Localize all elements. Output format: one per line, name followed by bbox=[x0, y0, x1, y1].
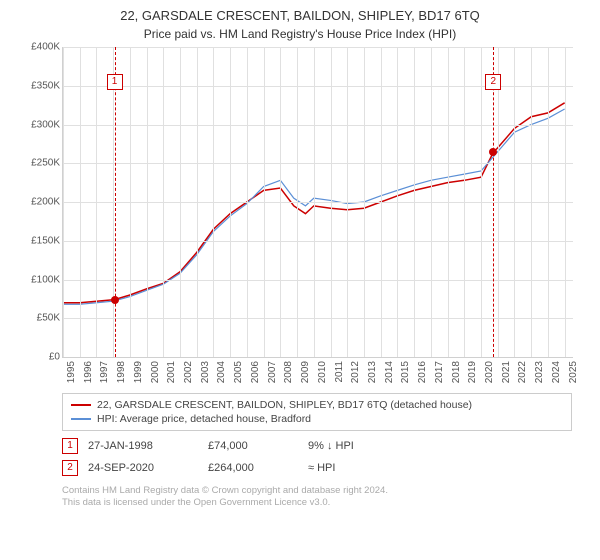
y-axis-tick: £0 bbox=[20, 352, 60, 363]
legend-swatch bbox=[71, 418, 91, 420]
marker-label: 2 bbox=[485, 74, 501, 90]
legend-swatch bbox=[71, 404, 91, 406]
transaction-marker: 2 bbox=[62, 460, 78, 476]
x-axis-tick: 2001 bbox=[166, 361, 177, 383]
marker-dot bbox=[489, 148, 497, 156]
x-axis-tick: 2017 bbox=[434, 361, 445, 383]
x-axis-tick: 2014 bbox=[384, 361, 395, 383]
chart-subtitle: Price paid vs. HM Land Registry's House … bbox=[0, 23, 600, 47]
footer-attribution: Contains HM Land Registry data © Crown c… bbox=[62, 485, 572, 510]
y-axis-tick: £350K bbox=[20, 80, 60, 91]
x-axis-tick: 2025 bbox=[568, 361, 579, 383]
marker-dot bbox=[111, 296, 119, 304]
legend-label: 22, GARSDALE CRESCENT, BAILDON, SHIPLEY,… bbox=[97, 399, 472, 411]
chart-area: 12 £0£50K£100K£150K£200K£250K£300K£350K£… bbox=[20, 47, 580, 387]
marker-label: 1 bbox=[107, 74, 123, 90]
x-axis-tick: 2020 bbox=[484, 361, 495, 383]
x-axis-tick: 2023 bbox=[534, 361, 545, 383]
footer-line: Contains HM Land Registry data © Crown c… bbox=[62, 485, 572, 497]
x-axis-tick: 2021 bbox=[501, 361, 512, 383]
x-axis-tick: 2002 bbox=[183, 361, 194, 383]
x-axis-tick: 2003 bbox=[200, 361, 211, 383]
x-axis-tick: 2022 bbox=[517, 361, 528, 383]
x-axis-tick: 2018 bbox=[451, 361, 462, 383]
legend-label: HPI: Average price, detached house, Brad… bbox=[97, 413, 311, 425]
x-axis-tick: 2011 bbox=[334, 361, 345, 383]
transaction-marker: 1 bbox=[62, 438, 78, 454]
transaction-date: 27-JAN-1998 bbox=[88, 440, 198, 452]
x-axis-tick: 1997 bbox=[99, 361, 110, 383]
x-axis-tick: 2006 bbox=[250, 361, 261, 383]
y-axis-tick: £250K bbox=[20, 158, 60, 169]
x-axis-tick: 2004 bbox=[216, 361, 227, 383]
chart-title: 22, GARSDALE CRESCENT, BAILDON, SHIPLEY,… bbox=[0, 0, 600, 23]
x-axis-tick: 2009 bbox=[300, 361, 311, 383]
x-axis-tick: 2015 bbox=[400, 361, 411, 383]
x-axis-tick: 2013 bbox=[367, 361, 378, 383]
y-axis-tick: £200K bbox=[20, 197, 60, 208]
x-axis-tick: 1998 bbox=[116, 361, 127, 383]
y-axis-tick: £100K bbox=[20, 274, 60, 285]
legend-item: HPI: Average price, detached house, Brad… bbox=[71, 412, 563, 426]
legend: 22, GARSDALE CRESCENT, BAILDON, SHIPLEY,… bbox=[62, 393, 572, 431]
transaction-hpi-delta: ≈ HPI bbox=[308, 462, 398, 474]
plot-region: 12 bbox=[62, 47, 573, 358]
x-axis-tick: 2000 bbox=[150, 361, 161, 383]
transaction-price: £264,000 bbox=[208, 462, 298, 474]
y-axis-tick: £150K bbox=[20, 235, 60, 246]
x-axis-tick: 1995 bbox=[66, 361, 77, 383]
transaction-row: 2 24-SEP-2020 £264,000 ≈ HPI bbox=[62, 457, 572, 479]
marker-line bbox=[493, 47, 494, 357]
x-axis-tick: 2010 bbox=[317, 361, 328, 383]
transaction-row: 1 27-JAN-1998 £74,000 9% ↓ HPI bbox=[62, 435, 572, 457]
transaction-price: £74,000 bbox=[208, 440, 298, 452]
x-axis-tick: 2007 bbox=[267, 361, 278, 383]
x-axis-tick: 2024 bbox=[551, 361, 562, 383]
transaction-date: 24-SEP-2020 bbox=[88, 462, 198, 474]
x-axis-tick: 2019 bbox=[467, 361, 478, 383]
x-axis-tick: 2008 bbox=[283, 361, 294, 383]
x-axis-tick: 2005 bbox=[233, 361, 244, 383]
x-axis-tick: 1996 bbox=[83, 361, 94, 383]
y-axis-tick: £300K bbox=[20, 119, 60, 130]
x-axis-tick: 2016 bbox=[417, 361, 428, 383]
transactions-table: 1 27-JAN-1998 £74,000 9% ↓ HPI 2 24-SEP-2020 £… bbox=[62, 435, 572, 479]
transaction-hpi-delta: 9% ↓ HPI bbox=[308, 440, 398, 452]
x-axis-tick: 1999 bbox=[133, 361, 144, 383]
footer-line: This data is licensed under the Open Gov… bbox=[62, 497, 572, 509]
y-axis-tick: £400K bbox=[20, 42, 60, 53]
x-axis-tick: 2012 bbox=[350, 361, 361, 383]
legend-item: 22, GARSDALE CRESCENT, BAILDON, SHIPLEY,… bbox=[71, 398, 563, 412]
y-axis-tick: £50K bbox=[20, 313, 60, 324]
marker-line bbox=[115, 47, 116, 357]
